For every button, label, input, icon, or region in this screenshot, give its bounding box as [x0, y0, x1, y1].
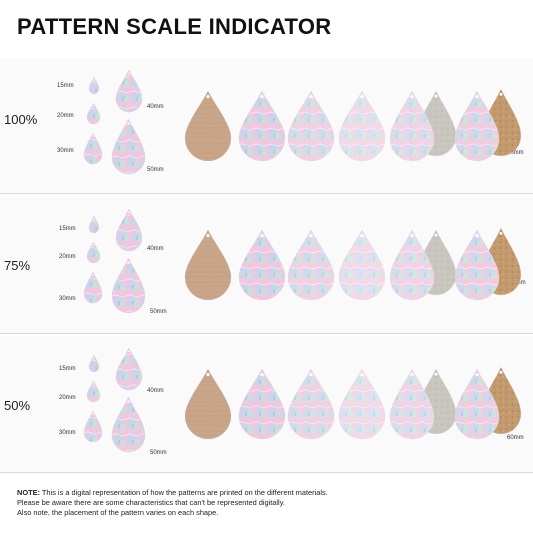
size-label-30mm: 30mm [59, 296, 76, 302]
teardrop-30mm [83, 132, 103, 165]
teardrop-cork-front [454, 368, 500, 440]
note-line-1: NOTE: This is a digital representation o… [17, 488, 517, 498]
size-label-50mm: 50mm [147, 167, 164, 173]
page-title: PATTERN SCALE INDICATOR [17, 14, 332, 39]
size-label-30mm: 30mm [59, 430, 76, 436]
teardrop-cork-front [454, 90, 500, 162]
teardrop-50mm [111, 118, 146, 175]
teardrop-40mm [115, 208, 143, 252]
note-line: This is a digital representation of how … [41, 488, 328, 497]
scale-label-75: 75% [4, 258, 31, 273]
teardrop-20mm [86, 380, 101, 403]
teardrop-transparent-plywood [184, 90, 232, 162]
teardrop-bright-plywood [238, 229, 286, 301]
size-label-40mm: 40mm [147, 246, 164, 252]
teardrop-bright-plywood [238, 90, 286, 162]
teardrop-transparent-plywood [184, 368, 232, 440]
size-label-20mm: 20mm [59, 254, 76, 260]
size-label-20mm: 20mm [59, 395, 76, 401]
teardrop-15mm [88, 76, 100, 95]
scale-label-50: 50% [4, 398, 31, 413]
size-label-50mm: 50mm [150, 450, 167, 456]
size-label-15mm: 15mm [59, 226, 76, 232]
teardrop-50mm [111, 257, 146, 314]
teardrop-30mm [83, 410, 103, 443]
section-divider [0, 193, 533, 194]
size-label-40mm: 40mm [147, 388, 164, 394]
note-line-2: Please be aware there are some character… [17, 498, 285, 507]
note-label: NOTE: [17, 488, 40, 497]
scale-label-100: 100% [4, 112, 38, 127]
size-label-30mm: 30mm [57, 148, 74, 154]
teardrop-40mm [115, 347, 143, 391]
section-divider [0, 333, 533, 334]
size-label-40mm: 40mm [147, 104, 164, 110]
teardrop-cork-front [454, 229, 500, 301]
teardrop-20mm [86, 102, 101, 125]
teardrop-clear-acrylic [338, 368, 386, 440]
teardrop-transparent-plywood [184, 229, 232, 301]
teardrop-leather-front [389, 90, 435, 162]
teardrop-clear-acrylic [338, 90, 386, 162]
note-line-3: Also note, the placement of the pattern … [17, 508, 219, 517]
size-label-20mm: 20mm [57, 113, 74, 119]
note-text: NOTE: This is a digital representation o… [17, 488, 517, 518]
teardrop-white-acrylic [287, 90, 335, 162]
size-label-50mm: 50mm [150, 309, 167, 315]
teardrop-40mm [115, 69, 143, 113]
size-label-15mm: 15mm [59, 366, 76, 372]
teardrop-leather-front [389, 229, 435, 301]
teardrop-white-acrylic [287, 229, 335, 301]
teardrop-white-acrylic [287, 368, 335, 440]
teardrop-50mm [111, 396, 146, 453]
teardrop-30mm [83, 271, 103, 304]
size-label-15mm: 15mm [57, 83, 74, 89]
teardrop-15mm [88, 354, 100, 373]
size-label-60mm: 60mm [507, 435, 524, 441]
size-label-60mm: 60mm [507, 150, 524, 156]
section-divider [0, 472, 533, 473]
teardrop-bright-plywood [238, 368, 286, 440]
teardrop-clear-acrylic [338, 229, 386, 301]
teardrop-leather-front [389, 368, 435, 440]
teardrop-20mm [86, 241, 101, 264]
teardrop-15mm [88, 215, 100, 234]
